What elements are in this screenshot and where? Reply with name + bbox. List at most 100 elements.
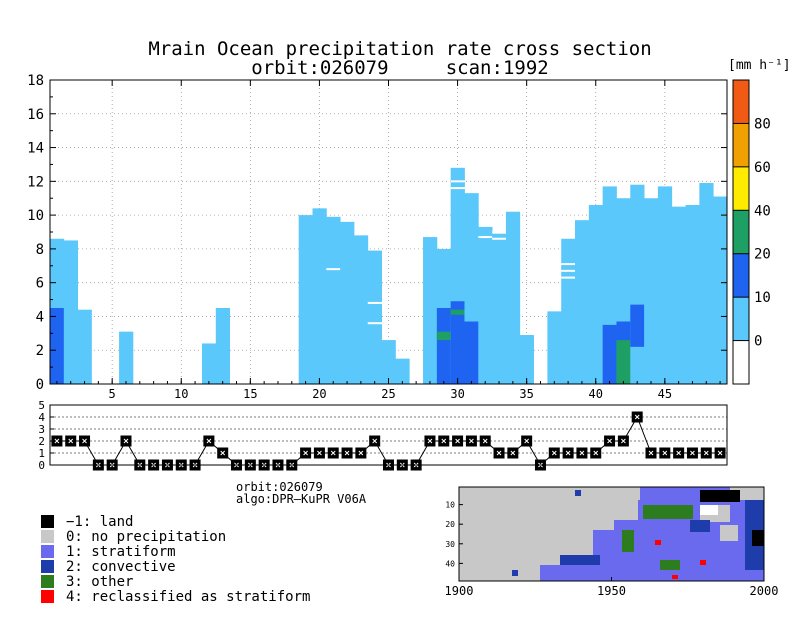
- colorbar-label: 60: [754, 160, 771, 176]
- precip-column: [423, 237, 438, 384]
- map-patch: [512, 570, 518, 576]
- strip-marker: [424, 435, 436, 447]
- legend-swatch: [41, 560, 54, 573]
- y-tick-label: 12: [27, 174, 44, 190]
- x-tick-label: 10: [174, 387, 188, 401]
- y-axis: 0 2 4 6 8 10 12 14 16 18: [27, 73, 727, 393]
- map-patch: [752, 530, 764, 546]
- precip-cell: [436, 308, 452, 384]
- colorbar-label: 0: [754, 334, 762, 350]
- precip-column: [353, 235, 369, 384]
- precip-column: [492, 233, 507, 384]
- map-patches: [512, 487, 764, 581]
- strip-background: [50, 405, 727, 465]
- map-x-tick-label: 1900: [445, 584, 474, 598]
- precip-column: [644, 198, 659, 384]
- strip-marker-cross: [482, 438, 488, 444]
- precip-column: [215, 308, 231, 384]
- strip-marker: [645, 447, 657, 459]
- precip-column: [575, 220, 590, 384]
- legend-label: 4: reclassified as stratiform: [66, 589, 310, 605]
- legend-swatch: [41, 575, 54, 588]
- strip-marker: [438, 435, 450, 447]
- map-patch: [655, 540, 661, 545]
- cross-section-plot: 0 2 4 6 8 10 12 14 16 18 5 10 15 20 25 30 35 40 45: [27, 73, 728, 401]
- colorbar-label: 20: [754, 247, 771, 263]
- strip-marker-cross: [220, 450, 226, 456]
- orbit-label: orbit:026079: [236, 480, 323, 494]
- precip-gap: [561, 263, 576, 266]
- precip-column: [519, 335, 534, 384]
- colorbar-segment: [733, 210, 749, 254]
- strip-marker-cross: [703, 450, 709, 456]
- precip-column: [713, 196, 728, 384]
- precip-column: [326, 216, 341, 384]
- colorbar-segment: [733, 123, 749, 167]
- precip-column: [478, 226, 493, 384]
- algo-label: algo:DPR–KuPR V06A: [236, 492, 367, 506]
- y-tick-label: 4: [36, 309, 44, 325]
- precip-gap: [326, 268, 341, 271]
- colorbar: [mm h⁻¹] 0 10 20 40 60 80: [728, 58, 791, 385]
- precip-column: [547, 311, 562, 384]
- strip-marker: [479, 435, 491, 447]
- map-patch: [700, 560, 706, 565]
- map-x-tick-label: 2000: [750, 584, 779, 598]
- colorbar-label: 80: [754, 116, 771, 132]
- strip-y-tick-label: 3: [38, 423, 45, 436]
- map-patch: [720, 525, 738, 541]
- strip-marker-cross: [206, 438, 212, 444]
- map-patch: [672, 575, 678, 579]
- y-tick-label: 16: [27, 107, 44, 123]
- precip-cell: [450, 301, 465, 384]
- x-tick-label: 40: [589, 387, 603, 401]
- y-tick-label: 2: [36, 343, 44, 359]
- scan-map: 10 20 30 40 1900 1950 2000: [445, 486, 779, 598]
- precip-column: [699, 183, 714, 384]
- precip-column: [505, 211, 521, 384]
- y-tick-label: 10: [27, 208, 44, 224]
- strip-y-tick-label: 1: [38, 447, 45, 460]
- strip-marker: [604, 435, 616, 447]
- precip-gap: [450, 180, 465, 183]
- strip-marker-cross: [330, 450, 336, 456]
- strip-frame: [49, 404, 728, 466]
- map-patch: [690, 520, 710, 532]
- legend-label: −1: land: [66, 514, 133, 530]
- y-tick-label: 0: [36, 377, 44, 393]
- x-tick-label: 5: [109, 387, 116, 401]
- precip-cell: [50, 308, 65, 384]
- y-tick-label: 18: [27, 73, 44, 89]
- x-axis: 5 10 15 20 25 30 35 40 45: [56, 80, 721, 401]
- strip-marker-cross: [717, 450, 723, 456]
- x-tick-label: 15: [243, 387, 257, 401]
- strip-marker: [327, 447, 339, 459]
- colorbar-segment: [733, 253, 749, 298]
- precip-gap: [478, 236, 493, 239]
- map-y-tick-label: 20: [445, 520, 455, 529]
- strip-marker: [452, 435, 464, 447]
- strip-marker: [313, 447, 325, 459]
- strip-marker: [631, 411, 643, 423]
- strip-marker: [341, 447, 353, 459]
- y-tick-label: 6: [36, 276, 44, 292]
- strip-marker-cross: [54, 438, 60, 444]
- precip-column: [312, 208, 327, 384]
- precip-column: [201, 343, 217, 384]
- map-patch: [660, 560, 680, 570]
- strip-marker: [507, 447, 519, 459]
- map-y-tick-label: 10: [445, 501, 455, 510]
- strip-marker: [590, 447, 602, 459]
- strip-marker-cross: [469, 438, 474, 444]
- chart-subtitle: orbit:026079 scan:1992: [251, 57, 548, 79]
- strip-marker-cross: [123, 438, 129, 444]
- strip-marker: [79, 435, 91, 447]
- strip-marker-cross: [358, 450, 364, 456]
- strip-marker-cross: [303, 450, 308, 456]
- strip-marker-cross: [690, 450, 695, 456]
- legend-swatch: [41, 515, 54, 528]
- strip-marker-cross: [68, 438, 74, 444]
- legend-swatch: [41, 590, 54, 603]
- strip-marker-cross: [607, 438, 612, 444]
